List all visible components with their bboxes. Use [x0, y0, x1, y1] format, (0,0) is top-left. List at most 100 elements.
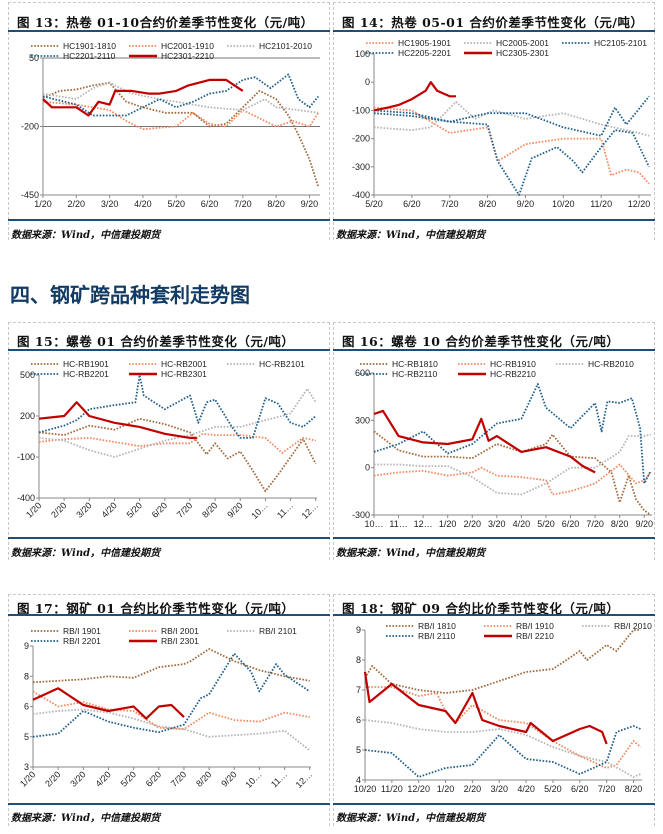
- x-tick-label: 11/20: [381, 784, 403, 794]
- source-note: 数据来源：Wind，中信建投期货: [336, 548, 486, 559]
- series-line-hc1905-1901: [373, 106, 650, 185]
- x-tick-label: 12…: [300, 500, 321, 521]
- series-line-rb-i-1910: [365, 686, 642, 769]
- legend-label: HC-RB1901: [63, 359, 109, 369]
- x-tick-label: 5/20: [365, 199, 383, 209]
- x-tick-label: 9/20: [219, 769, 238, 788]
- y-tick-label: 5: [356, 745, 361, 755]
- series-line-rb-i-2001: [32, 690, 310, 731]
- series-line-hc2005-2001: [373, 101, 650, 137]
- divider-rule: [333, 349, 655, 351]
- x-tick-label: 11…: [389, 519, 407, 529]
- legend-label: RB/I 1910: [516, 621, 554, 631]
- legend-label: RB/I 2110: [418, 631, 455, 641]
- x-tick-label: 4/20: [513, 519, 531, 529]
- legend-label: RB/I 2101: [259, 626, 297, 636]
- x-tick-label: 6/20: [403, 199, 421, 209]
- legend-label: HC-RB2001: [161, 359, 207, 369]
- x-tick-label: 12…: [294, 769, 315, 790]
- y-tick-label: 9: [24, 641, 29, 651]
- divider-rule: [8, 219, 330, 221]
- x-tick-label: 9/20: [225, 500, 244, 519]
- y-tick-label: -200: [21, 122, 39, 132]
- legend-label: HC2001-1910: [161, 41, 214, 51]
- series-line-rb-i-2301: [32, 687, 185, 720]
- x-tick-label: 8/20: [479, 199, 497, 209]
- chart-panel: 图 16：螺卷 10 合约价差季节性变化（元/吨） 数据来源：Wind，中信建投期…: [333, 322, 655, 560]
- legend-label: RB/I 1901: [63, 626, 101, 636]
- source-note: 数据来源：Wind，中信建投期货: [11, 813, 161, 824]
- x-tick-label: 2/20: [463, 519, 481, 529]
- divider-rule: [333, 803, 655, 805]
- x-tick-label: 12/20: [628, 199, 651, 209]
- legend-label: HC2005-2001: [496, 38, 549, 48]
- chart-title: 图 14：热卷 05-01 合约价差季节性变化（元/吨）: [342, 15, 644, 30]
- series-line-hc2205-2201: [373, 95, 650, 137]
- divider-rule: [8, 537, 330, 539]
- y-tick-label: -100: [352, 105, 370, 115]
- x-tick-label: 1/20: [24, 500, 43, 519]
- section-heading: 四、钢矿跨品种套利走势图: [10, 283, 250, 307]
- chart-title: 图 18：钢矿 09 合约比价季节性变化（元/吨）: [342, 601, 620, 616]
- y-tick-label: -400: [352, 190, 370, 200]
- x-tick-label: 10…: [243, 769, 264, 790]
- source-note: 数据来源：Wind，中信建投期货: [336, 813, 486, 824]
- y-tick-label: -100: [17, 452, 35, 462]
- x-tick-label: 8/20: [194, 769, 213, 788]
- x-tick-label: 10…: [249, 500, 270, 521]
- x-tick-label: 1/20: [18, 769, 37, 788]
- x-tick-label: 12…: [414, 519, 433, 529]
- series-line-hc-rb1810: [373, 430, 652, 516]
- series-line-hc-rb1901: [38, 417, 317, 493]
- source-note: 数据来源：Wind，中信建投期货: [11, 548, 161, 559]
- chart-panel: 图 18：钢矿 09 合约比价季节性变化（元/吨） 数据来源：Wind，中信建投期…: [333, 594, 655, 826]
- legend-label: HC-RB2301: [161, 369, 207, 379]
- x-tick-label: 6/20: [144, 769, 163, 788]
- y-tick-label: 3: [24, 762, 29, 772]
- x-tick-label: 10…: [364, 519, 383, 529]
- x-tick-label: 12/20: [407, 784, 430, 794]
- y-tick-label: 5: [24, 732, 29, 742]
- legend-label: HC-RB2210: [490, 369, 536, 379]
- legend-label: HC1905-1901: [398, 38, 451, 48]
- x-tick-label: 3/20: [74, 500, 93, 519]
- x-tick-label: 11/20: [590, 199, 612, 209]
- chart-title: 图 16：螺卷 10 合约价差季节性变化（元/吨）: [342, 334, 620, 349]
- legend-label: HC2101-2010: [259, 41, 312, 51]
- series-line-hc-rb2101: [38, 387, 317, 458]
- y-tick-label: 6: [356, 715, 361, 725]
- line-chart: 9 8 7 6 5 410/20 11/20 12/20 1/20 2/20 3/20 4/20 5/2…: [354, 621, 652, 794]
- legend-label: HC-RB2110: [392, 369, 437, 379]
- x-tick-label: 2/20: [49, 500, 68, 519]
- chart-panel: 图 13：热卷 01-10合约价差季节性变化（元/吨） 数据来源：Wind，中信建…: [8, 2, 330, 241]
- divider-rule: [333, 30, 655, 32]
- line-chart: 9 8 6 5 31/20 2/20 3/20 4/20 5/20 6/20 7/20 8/20 9/2…: [18, 626, 315, 790]
- divider-rule: [8, 803, 330, 805]
- source-note: 数据来源：Wind，中信建投期货: [336, 230, 486, 241]
- x-tick-label: 7/20: [169, 769, 188, 788]
- x-tick-label: 7/20: [598, 784, 616, 794]
- y-tick-label: 6: [24, 702, 29, 712]
- legend-label: HC-RB2010: [588, 359, 634, 369]
- series-line-hc-rb2110: [373, 383, 652, 485]
- x-tick-label: 7/20: [586, 519, 604, 529]
- x-tick-label: 11…: [275, 500, 295, 520]
- y-tick-label: 7: [356, 685, 361, 695]
- series-line-hc-rb2301: [38, 401, 197, 440]
- y-tick-label: 300: [355, 415, 370, 425]
- x-tick-label: 5/20: [119, 769, 138, 788]
- series-line-hc2301-2210: [42, 78, 244, 117]
- series-line-rb-i-2201: [32, 652, 311, 738]
- x-tick-label: 6/20: [201, 199, 219, 209]
- x-tick-label: 2/20: [68, 199, 86, 209]
- divider-rule: [8, 30, 330, 32]
- series-line-hc2201-2110: [42, 73, 320, 117]
- x-tick-label: 3/20: [488, 519, 506, 529]
- series-line-hc1901-1810: [42, 81, 320, 188]
- x-tick-label: 8/20: [267, 199, 285, 209]
- series-line-hc-rb2210: [373, 409, 596, 474]
- x-tick-label: 1/20: [437, 784, 455, 794]
- x-tick-label: 7/20: [175, 500, 194, 519]
